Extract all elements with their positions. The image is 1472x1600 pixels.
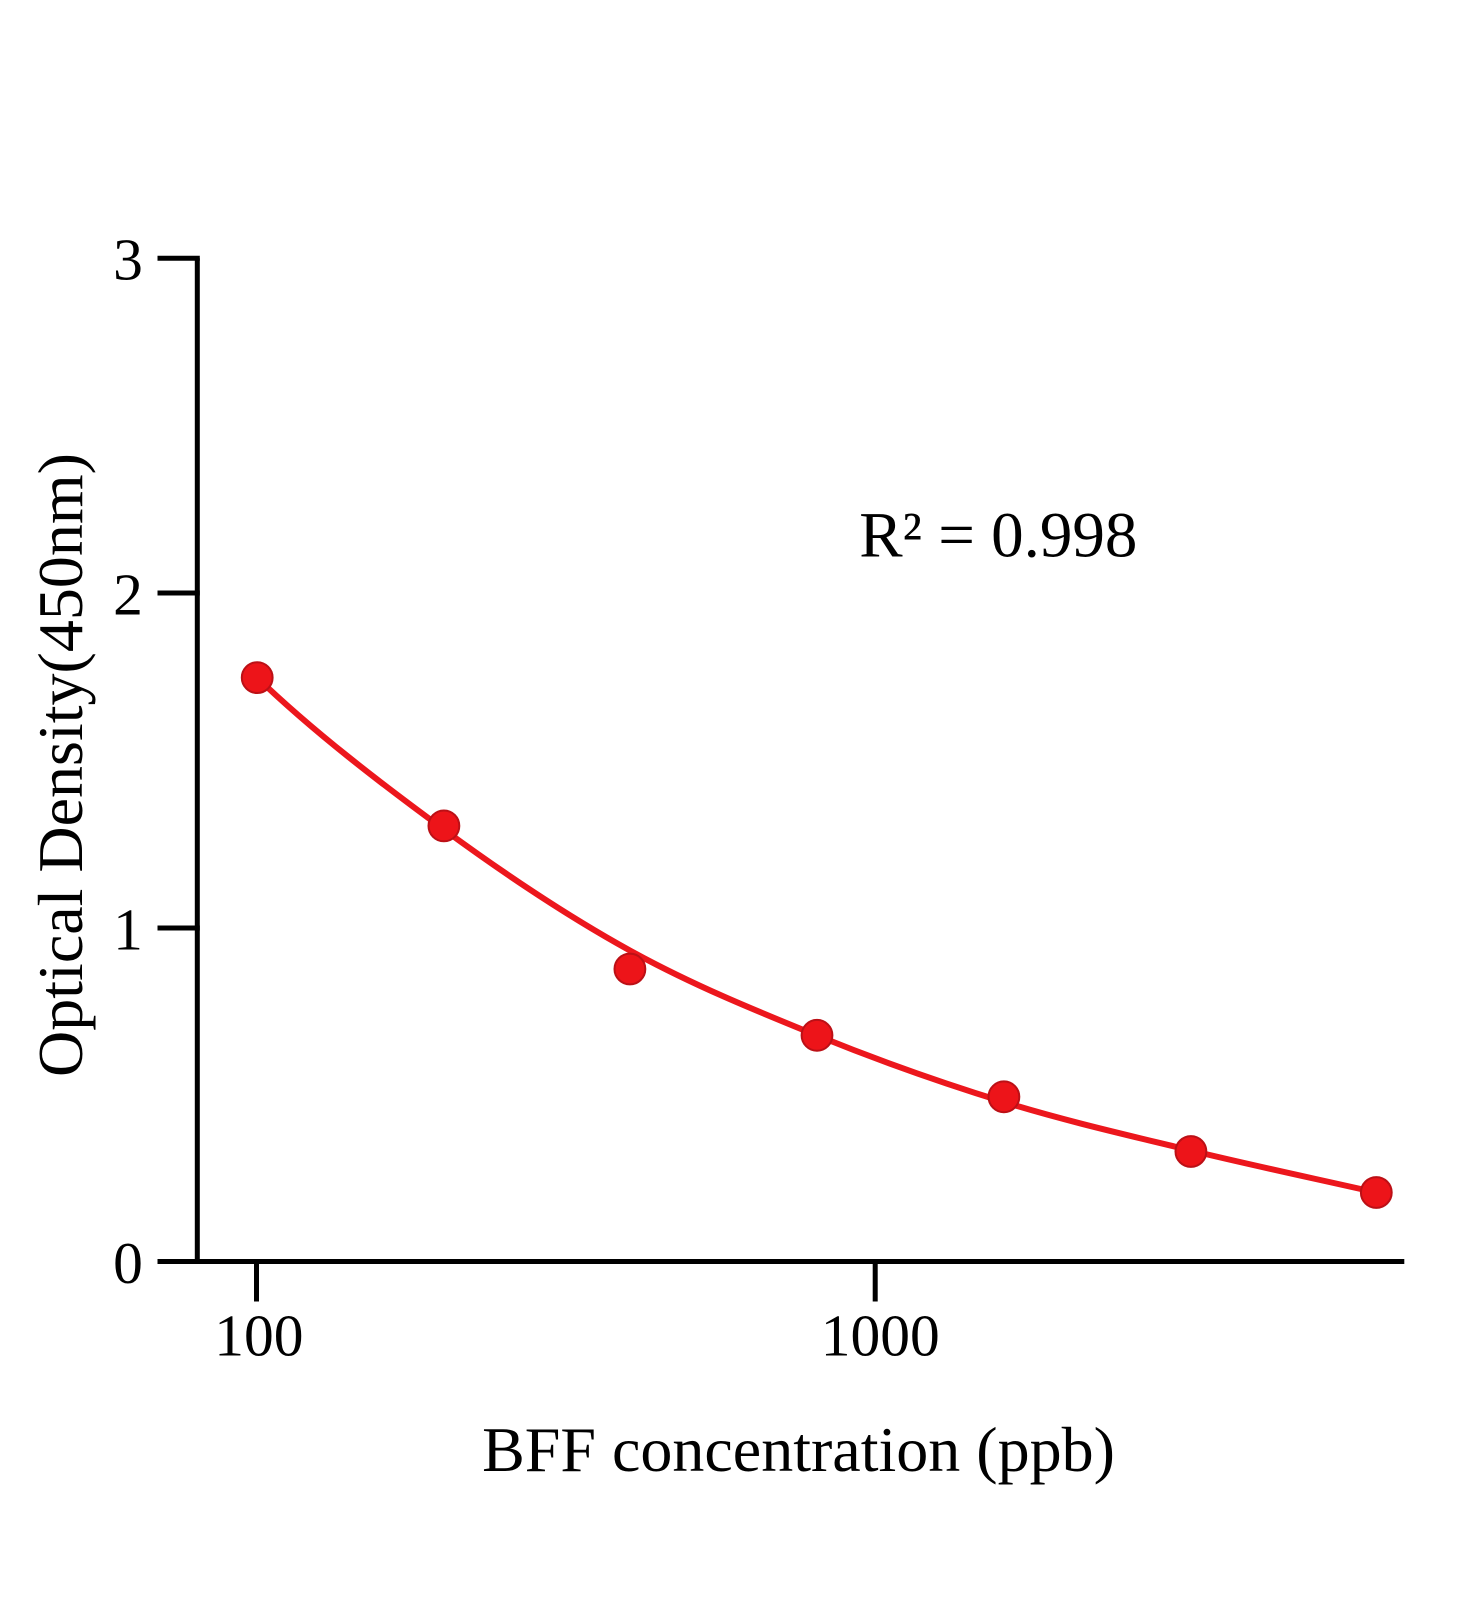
svg-text:1: 1 — [113, 897, 143, 963]
svg-text:R² = 0.998: R² = 0.998 — [859, 500, 1137, 572]
svg-text:2: 2 — [113, 562, 143, 628]
svg-text:100: 100 — [214, 1303, 303, 1369]
svg-text:BFF concentration (ppb): BFF concentration (ppb) — [482, 1414, 1115, 1485]
svg-text:0: 0 — [113, 1230, 143, 1296]
svg-text:1000: 1000 — [821, 1303, 940, 1369]
svg-text:Optical Density(450nm): Optical Density(450nm) — [25, 453, 96, 1077]
svg-text:3: 3 — [113, 227, 143, 293]
